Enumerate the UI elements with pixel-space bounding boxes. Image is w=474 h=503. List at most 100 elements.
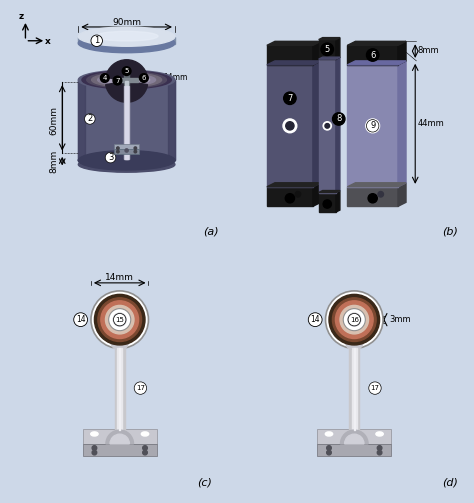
Circle shape [285, 194, 294, 203]
Bar [118, 349, 122, 430]
Text: 5: 5 [325, 45, 330, 54]
Circle shape [139, 73, 148, 82]
Text: 6: 6 [142, 75, 146, 81]
Text: 8: 8 [336, 115, 341, 123]
Ellipse shape [78, 151, 175, 170]
Bar [114, 144, 139, 149]
Text: 3mm: 3mm [389, 315, 411, 324]
Text: 17: 17 [371, 385, 380, 391]
Wedge shape [106, 60, 147, 81]
Circle shape [113, 76, 122, 85]
Polygon shape [109, 341, 131, 349]
Polygon shape [319, 191, 340, 193]
Circle shape [134, 382, 146, 394]
Circle shape [98, 298, 142, 342]
Circle shape [143, 450, 147, 455]
Circle shape [101, 301, 138, 339]
Circle shape [117, 150, 119, 153]
Polygon shape [347, 61, 406, 65]
Circle shape [100, 73, 109, 82]
Bar [119, 349, 120, 430]
Text: 14mm: 14mm [105, 273, 134, 282]
Polygon shape [398, 61, 406, 187]
Bar [318, 444, 391, 457]
Circle shape [74, 313, 88, 326]
Bar [352, 349, 356, 430]
Polygon shape [267, 41, 321, 45]
Bar [124, 86, 129, 159]
Bar [267, 187, 313, 206]
Ellipse shape [91, 432, 98, 436]
Bar [319, 59, 336, 193]
Text: 7: 7 [115, 77, 119, 83]
Circle shape [117, 147, 119, 149]
Circle shape [377, 450, 382, 455]
Bar [83, 444, 156, 457]
Text: 1: 1 [94, 36, 100, 45]
Text: x: x [45, 37, 50, 46]
Circle shape [325, 124, 329, 128]
Text: 14: 14 [76, 315, 85, 324]
Polygon shape [347, 183, 406, 187]
Text: 3: 3 [108, 153, 113, 162]
Ellipse shape [376, 432, 383, 436]
Text: 15: 15 [115, 317, 124, 322]
Circle shape [340, 305, 369, 334]
Circle shape [94, 294, 145, 345]
Text: 5: 5 [125, 68, 129, 74]
Ellipse shape [95, 31, 158, 41]
Ellipse shape [78, 152, 175, 168]
Circle shape [366, 119, 380, 133]
Bar [267, 45, 313, 65]
Bar [125, 86, 128, 159]
Bar [114, 149, 139, 154]
Text: 8mm: 8mm [50, 150, 59, 173]
Wedge shape [106, 430, 134, 444]
Circle shape [351, 316, 357, 323]
Circle shape [368, 194, 377, 203]
Circle shape [321, 43, 334, 55]
Text: 8mm: 8mm [418, 46, 439, 55]
Text: 14mm: 14mm [164, 73, 188, 82]
Bar [347, 187, 398, 206]
Text: (b): (b) [442, 226, 458, 236]
Bar [125, 81, 128, 86]
Polygon shape [343, 341, 365, 349]
Circle shape [134, 150, 137, 153]
Ellipse shape [325, 432, 333, 436]
Text: 6: 6 [370, 50, 375, 59]
Bar [115, 78, 138, 81]
Ellipse shape [78, 27, 175, 46]
Circle shape [295, 192, 301, 197]
Polygon shape [336, 38, 340, 59]
Text: 4: 4 [102, 75, 107, 81]
Text: 9: 9 [370, 121, 375, 130]
Circle shape [122, 67, 131, 75]
Circle shape [326, 291, 383, 349]
Polygon shape [78, 80, 85, 160]
Circle shape [332, 298, 376, 342]
Wedge shape [110, 434, 129, 444]
Bar [319, 193, 336, 212]
Polygon shape [398, 41, 406, 65]
Circle shape [336, 301, 373, 339]
Circle shape [92, 446, 97, 450]
Circle shape [105, 152, 116, 163]
Circle shape [117, 316, 123, 323]
Circle shape [286, 122, 294, 130]
Text: 14: 14 [310, 315, 320, 324]
Circle shape [91, 35, 102, 46]
Ellipse shape [78, 33, 175, 53]
Ellipse shape [98, 74, 155, 86]
Polygon shape [347, 41, 406, 45]
Text: (a): (a) [203, 226, 219, 236]
Text: 90mm: 90mm [112, 18, 141, 27]
Text: (c): (c) [197, 477, 212, 487]
Polygon shape [267, 61, 321, 65]
Circle shape [113, 313, 126, 326]
Circle shape [327, 446, 331, 450]
Bar [115, 349, 125, 430]
Ellipse shape [78, 157, 175, 172]
Polygon shape [336, 191, 340, 212]
Circle shape [343, 309, 365, 330]
